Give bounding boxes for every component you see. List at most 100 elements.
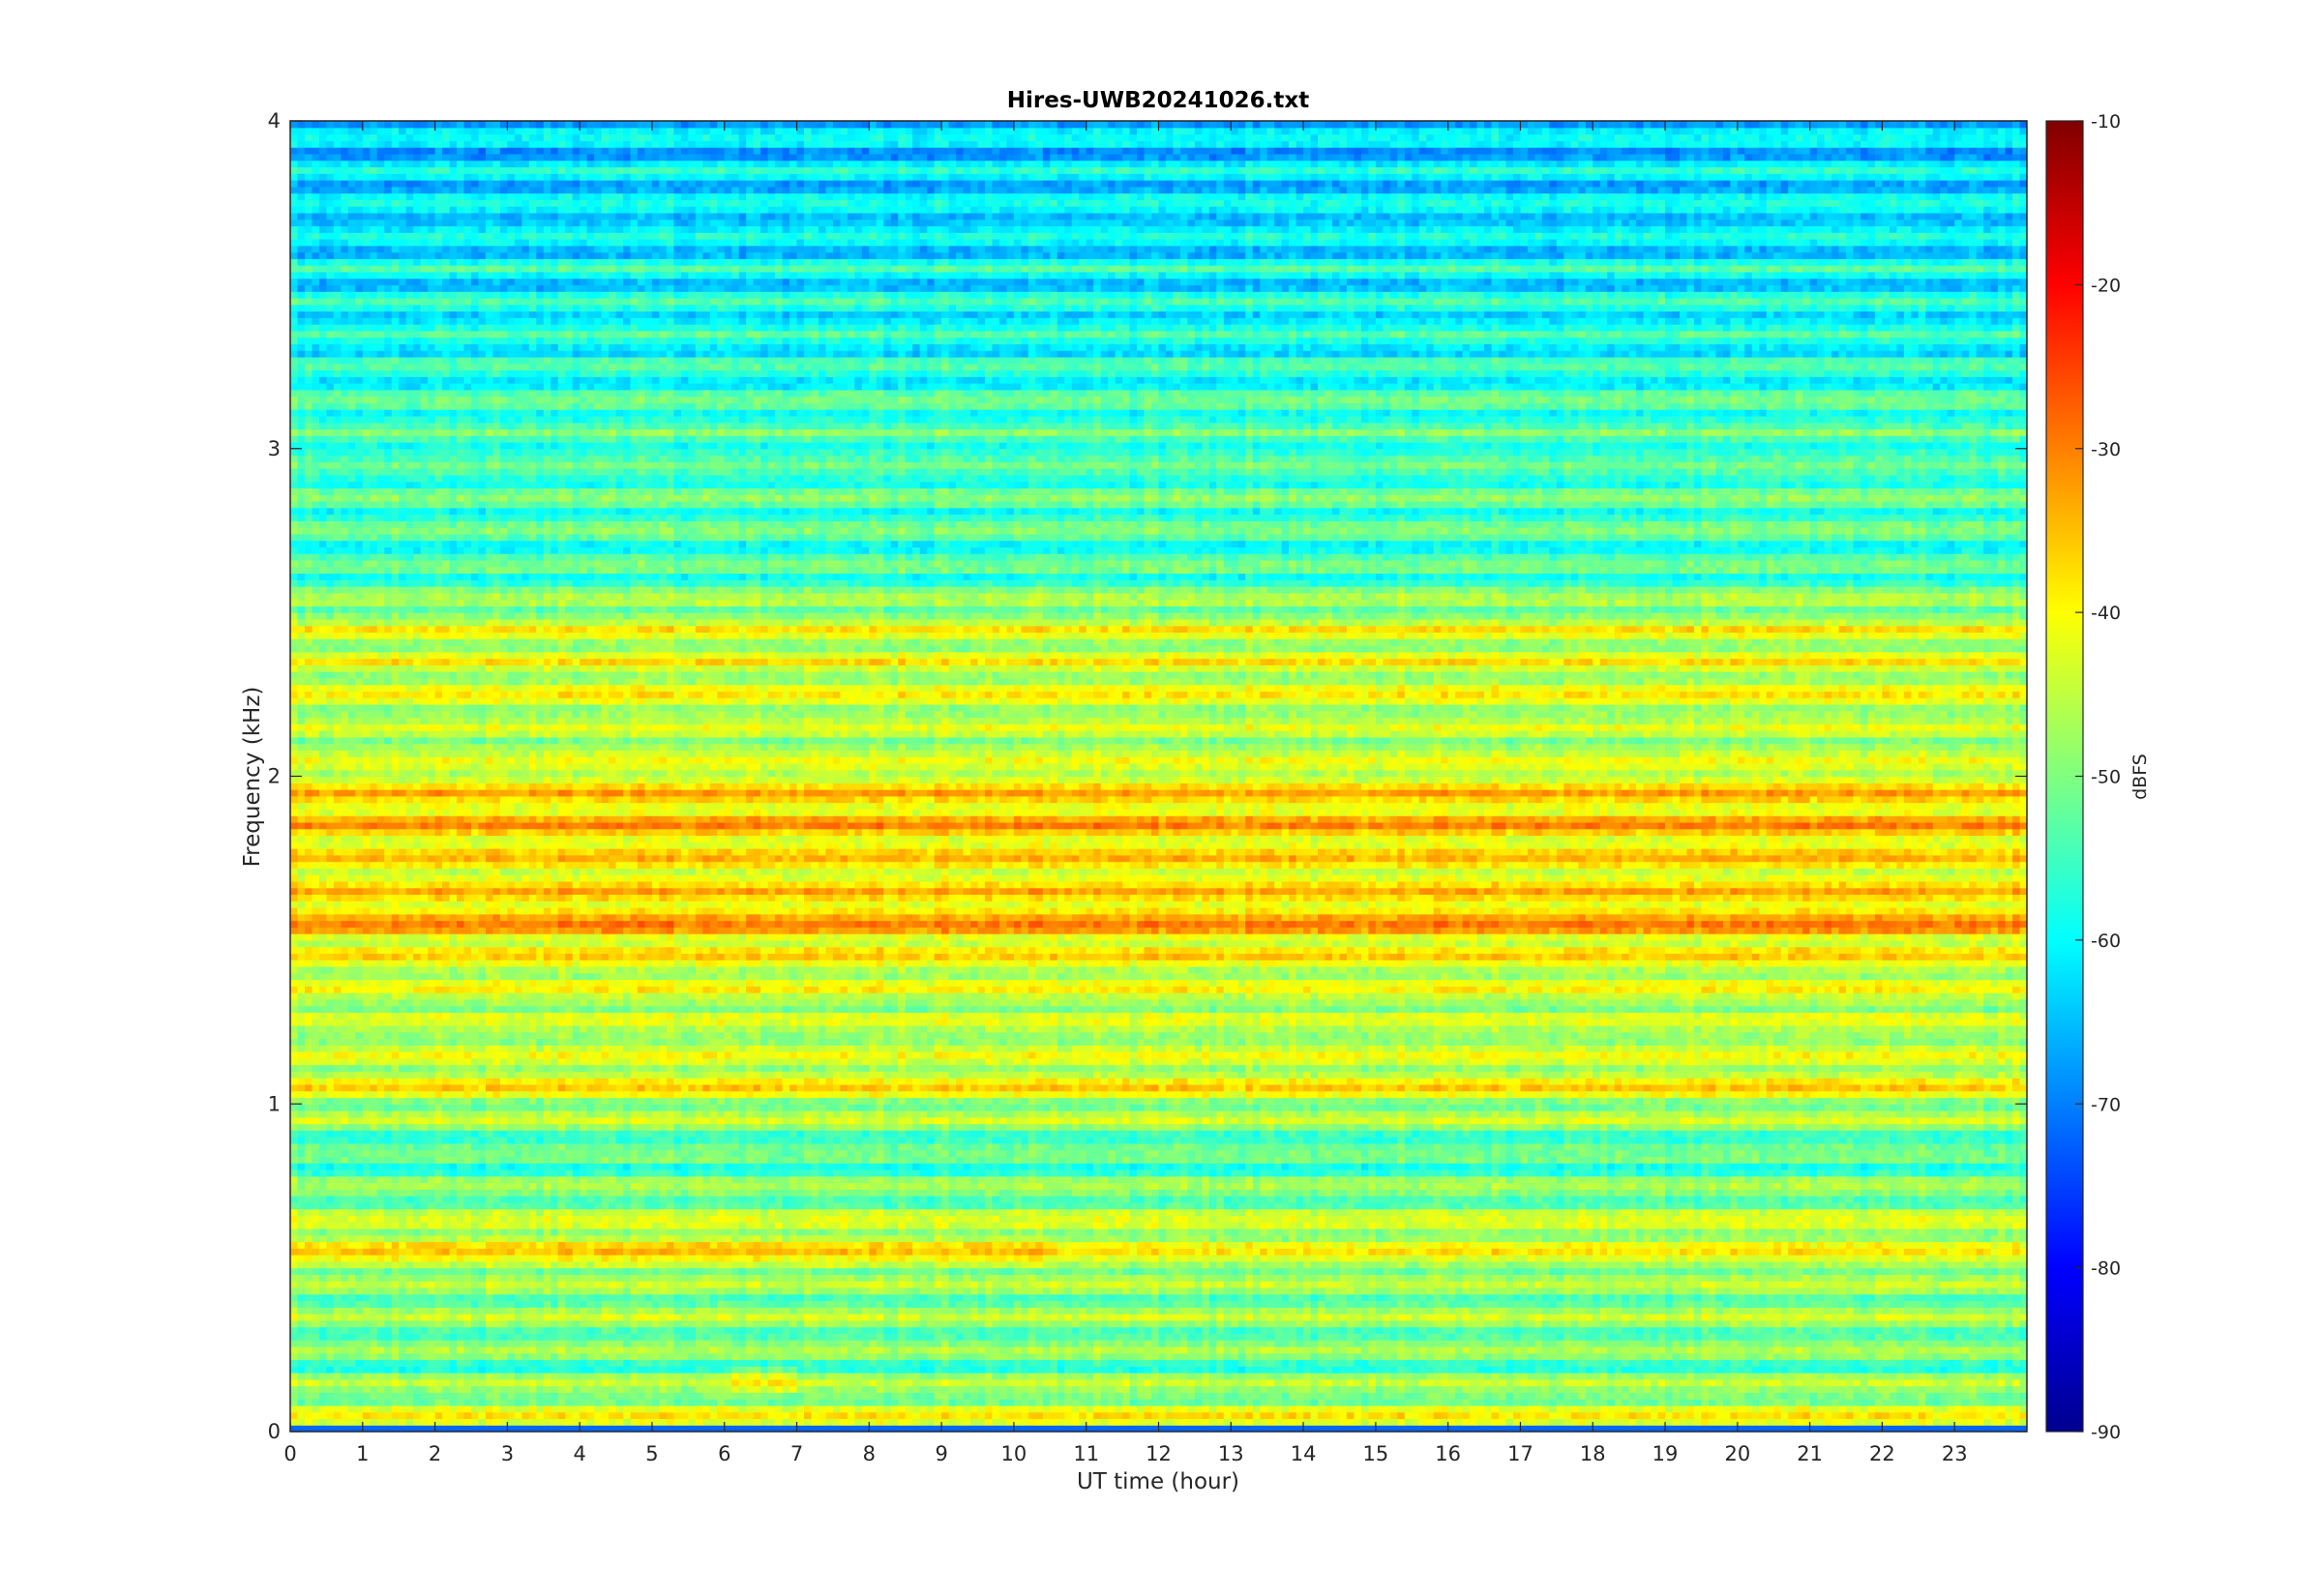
heatmap-cell xyxy=(1744,1418,1752,1425)
heatmap-cell xyxy=(1253,1379,1261,1386)
heatmap-cell xyxy=(891,1373,899,1379)
heatmap-cell xyxy=(644,1418,652,1425)
heatmap-cell xyxy=(1347,1412,1354,1419)
heatmap-cell xyxy=(486,1399,493,1405)
heatmap-cell xyxy=(1108,1405,1116,1412)
heatmap-cell xyxy=(464,1418,472,1425)
heatmap-cell xyxy=(616,1418,624,1425)
heatmap-cell xyxy=(1116,1392,1123,1399)
heatmap-cell xyxy=(739,1379,747,1386)
heatmap-cell xyxy=(1455,1399,1463,1405)
heatmap-cell xyxy=(1925,1399,1933,1405)
heatmap-cell xyxy=(1057,1412,1065,1419)
heatmap-cell xyxy=(558,1386,566,1393)
heatmap-cell xyxy=(435,1399,443,1405)
heatmap-cell xyxy=(999,1405,1007,1412)
heatmap-cell xyxy=(1014,1399,1022,1405)
heatmap-cell xyxy=(1600,1405,1608,1412)
heatmap-cell xyxy=(450,1392,458,1399)
heatmap-cell xyxy=(891,1405,899,1412)
heatmap-cell xyxy=(1145,1418,1152,1425)
heatmap-cell xyxy=(1064,1405,1072,1412)
heatmap-cell xyxy=(1867,1386,1875,1393)
heatmap-cell xyxy=(1962,1379,1970,1386)
heatmap-cell xyxy=(1622,1412,1629,1419)
heatmap-cell xyxy=(797,1405,805,1412)
heatmap-cell xyxy=(623,1379,631,1386)
heatmap-cell xyxy=(1896,1412,1904,1419)
heatmap-cell xyxy=(1441,1418,1448,1425)
heatmap-cell xyxy=(638,1412,645,1419)
heatmap-cell xyxy=(377,1392,385,1399)
heatmap-cell xyxy=(1130,1392,1138,1399)
heatmap-cell xyxy=(978,1405,986,1412)
heatmap-cell xyxy=(1636,1399,1644,1405)
heatmap-cell xyxy=(1231,1386,1238,1393)
heatmap-cell xyxy=(1318,1405,1325,1412)
heatmap-cell xyxy=(1948,1399,1955,1405)
heatmap-cell xyxy=(819,1373,826,1379)
heatmap-cell xyxy=(1948,1386,1955,1393)
heatmap-cell xyxy=(1730,1386,1738,1393)
heatmap-cell xyxy=(1810,1373,1818,1379)
heatmap-cell xyxy=(2006,1386,2013,1393)
heatmap-cell xyxy=(964,1405,971,1412)
heatmap-cell xyxy=(956,1386,964,1393)
heatmap-cell xyxy=(1224,1392,1232,1399)
heatmap-cell xyxy=(949,1386,957,1393)
heatmap-cell xyxy=(760,1386,768,1393)
heatmap-cell xyxy=(326,1418,334,1425)
heatmap-cell xyxy=(1528,1412,1535,1419)
heatmap-cell xyxy=(312,1379,319,1386)
heatmap-cell xyxy=(1390,1418,1398,1425)
heatmap-cell xyxy=(1492,1412,1500,1419)
heatmap-cell xyxy=(920,1405,928,1412)
heatmap-cell xyxy=(739,1412,747,1419)
heatmap-cell xyxy=(1448,1373,1456,1379)
heatmap-cell xyxy=(789,1392,797,1399)
heatmap-cell xyxy=(1159,1373,1167,1379)
heatmap-cell xyxy=(1296,1373,1304,1379)
heatmap-cell xyxy=(1940,1379,1948,1386)
heatmap-cell xyxy=(492,1392,500,1399)
heatmap-cell xyxy=(1253,1392,1261,1399)
heatmap-cell xyxy=(1347,1399,1354,1405)
heatmap-cell xyxy=(1802,1405,1810,1412)
heatmap-cell xyxy=(877,1379,884,1386)
heatmap-cell xyxy=(1767,1379,1774,1386)
heatmap-cell xyxy=(1738,1392,1745,1399)
heatmap-cell xyxy=(1397,1405,1405,1412)
heatmap-cell xyxy=(1166,1379,1174,1386)
heatmap-cell xyxy=(500,1412,508,1419)
heatmap-cell xyxy=(290,1399,298,1405)
heatmap-cell xyxy=(515,1379,522,1386)
heatmap-cell xyxy=(970,1379,978,1386)
heatmap-cell xyxy=(1607,1399,1615,1405)
heatmap-cell xyxy=(1412,1399,1419,1405)
heatmap-cell xyxy=(1173,1373,1180,1379)
heatmap-cell xyxy=(1274,1392,1282,1399)
heatmap-cell xyxy=(392,1418,400,1425)
heatmap-cell xyxy=(1260,1392,1267,1399)
heatmap-cell xyxy=(1904,1386,1912,1393)
heatmap-cell xyxy=(833,1412,841,1419)
heatmap-cell xyxy=(1145,1373,1152,1379)
heatmap-cell xyxy=(1093,1386,1101,1393)
heatmap-cell xyxy=(1781,1386,1789,1393)
heatmap-cell xyxy=(1260,1373,1267,1379)
heatmap-cell xyxy=(1035,1412,1043,1419)
heatmap-cell xyxy=(1296,1392,1304,1399)
heatmap-cell xyxy=(746,1412,754,1419)
heatmap-cell xyxy=(754,1373,761,1379)
heatmap-cell xyxy=(435,1379,443,1386)
heatmap-cell xyxy=(1209,1379,1217,1386)
heatmap-cell xyxy=(825,1373,833,1379)
heatmap-cell xyxy=(1072,1379,1080,1386)
heatmap-cell xyxy=(384,1399,392,1405)
heatmap-cell xyxy=(580,1392,587,1399)
heatmap-cell xyxy=(1116,1418,1123,1425)
heatmap-cell xyxy=(1014,1405,1022,1412)
heatmap-cell xyxy=(428,1373,435,1379)
heatmap-cell xyxy=(1534,1412,1542,1419)
heatmap-cell xyxy=(819,1386,826,1393)
